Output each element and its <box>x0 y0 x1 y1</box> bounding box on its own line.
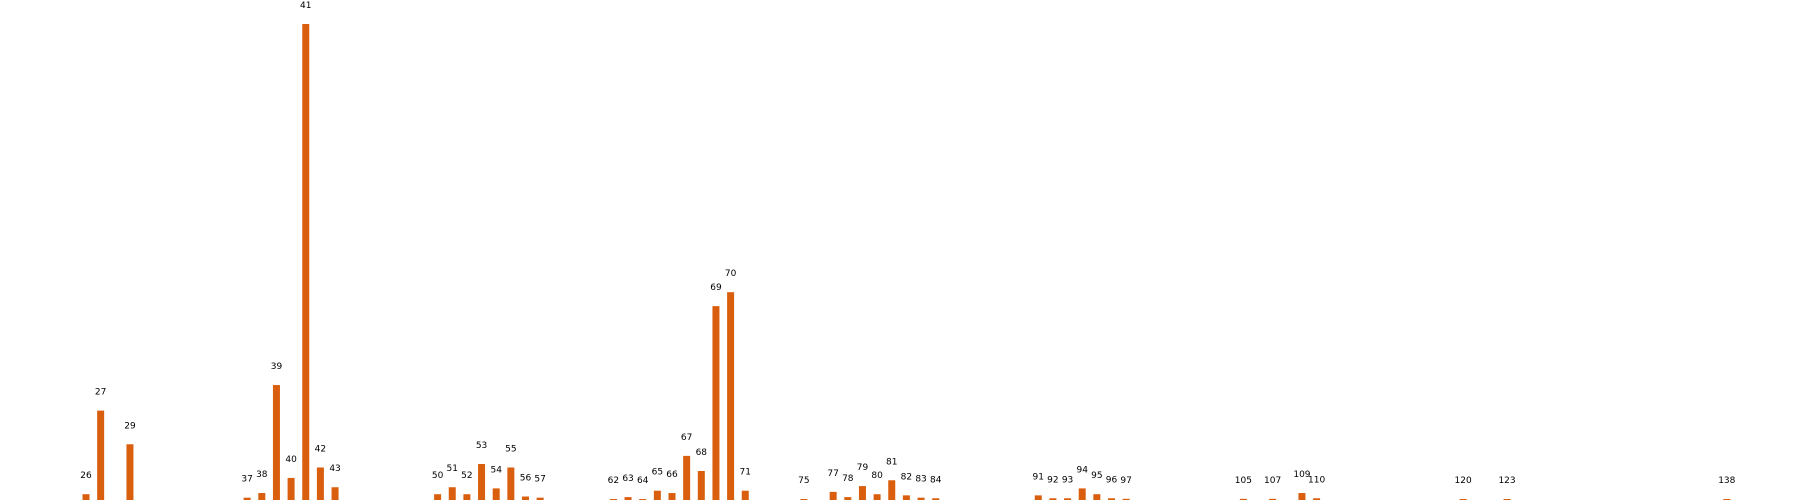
bar-54 <box>492 488 500 500</box>
bar-label-52: 52 <box>461 471 472 481</box>
bar-26 <box>82 494 90 500</box>
bar-68 <box>697 470 705 500</box>
bar-label-68: 68 <box>696 448 708 458</box>
bar-57 <box>536 497 544 500</box>
bar-label-69: 69 <box>710 283 722 293</box>
bar-label-53: 53 <box>476 441 487 451</box>
bar-78 <box>844 497 852 500</box>
bar-label-83: 83 <box>915 475 926 485</box>
bar-53 <box>478 464 486 500</box>
bar-38 <box>258 493 266 500</box>
bar-67 <box>683 455 691 500</box>
bar-label-77: 77 <box>827 469 838 479</box>
bar-63 <box>624 497 632 500</box>
bar-label-81: 81 <box>886 457 897 467</box>
bar-label-29: 29 <box>124 421 136 431</box>
bar-label-71: 71 <box>740 468 751 478</box>
bar-50 <box>434 494 442 500</box>
bar-label-123: 123 <box>1498 476 1515 486</box>
bar-94 <box>1078 488 1086 500</box>
bar-109 <box>1298 493 1306 500</box>
bar-84 <box>932 498 940 500</box>
bar-label-56: 56 <box>520 474 532 484</box>
bar-label-62: 62 <box>608 476 619 486</box>
bar-label-54: 54 <box>490 465 502 475</box>
bar-label-50: 50 <box>432 471 444 481</box>
bar-77 <box>829 491 837 500</box>
bar-label-27: 27 <box>95 388 106 398</box>
bar-label-110: 110 <box>1308 475 1325 485</box>
bar-82 <box>902 495 910 500</box>
bar-81 <box>888 480 896 500</box>
bar-label-78: 78 <box>842 474 854 484</box>
bar-37 <box>243 497 251 500</box>
bar-83 <box>917 497 925 500</box>
bar-label-105: 105 <box>1235 476 1252 486</box>
bar-79 <box>858 486 866 500</box>
bar-105 <box>1239 498 1247 500</box>
bar-label-67: 67 <box>681 433 692 443</box>
bar-label-40: 40 <box>285 455 297 465</box>
bar-label-64: 64 <box>637 476 649 486</box>
bar-label-75: 75 <box>798 476 809 486</box>
bar-93 <box>1064 498 1072 500</box>
bar-69 <box>712 306 720 500</box>
bar-label-42: 42 <box>315 444 326 454</box>
bar-label-51: 51 <box>447 464 458 474</box>
bar-label-80: 80 <box>871 471 883 481</box>
bar-label-93: 93 <box>1062 475 1073 485</box>
bar-65 <box>653 490 661 500</box>
bar-27 <box>97 410 105 500</box>
bar-29 <box>126 444 134 500</box>
bar-42 <box>316 467 324 500</box>
bar-97 <box>1122 498 1130 500</box>
bar-55 <box>507 467 515 500</box>
bar-label-57: 57 <box>534 475 545 485</box>
bar-label-79: 79 <box>857 463 869 473</box>
bar-92 <box>1049 498 1057 500</box>
bar-label-38: 38 <box>256 470 268 480</box>
bar-110 <box>1313 498 1321 500</box>
bar-56 <box>522 496 529 500</box>
bar-label-82: 82 <box>901 472 912 482</box>
bar-107 <box>1269 498 1277 500</box>
bar-label-138: 138 <box>1718 476 1735 486</box>
bar-label-96: 96 <box>1106 475 1118 485</box>
bar-label-92: 92 <box>1047 475 1058 485</box>
bar-66 <box>668 493 676 500</box>
bar-label-95: 95 <box>1091 471 1102 481</box>
bar-label-41: 41 <box>300 1 311 11</box>
bar-label-94: 94 <box>1076 465 1088 475</box>
bar-label-26: 26 <box>80 471 92 481</box>
bar-label-55: 55 <box>505 444 516 454</box>
bar-95 <box>1093 494 1101 500</box>
bar-label-65: 65 <box>652 468 663 478</box>
bar-label-63: 63 <box>622 474 633 484</box>
bar-39 <box>272 385 280 500</box>
bar-label-91: 91 <box>1033 472 1044 482</box>
bar-41 <box>302 24 310 500</box>
bar-label-66: 66 <box>666 470 678 480</box>
bar-96 <box>1108 498 1115 500</box>
bar-80 <box>873 494 881 500</box>
bar-label-107: 107 <box>1264 476 1281 486</box>
bar-52 <box>463 494 471 500</box>
bar-label-39: 39 <box>271 362 283 372</box>
bar-label-43: 43 <box>329 464 340 474</box>
bar-label-84: 84 <box>930 475 942 485</box>
bar-label-109: 109 <box>1293 470 1310 480</box>
bar-43 <box>331 487 339 500</box>
bar-label-70: 70 <box>725 269 737 279</box>
bar-label-120: 120 <box>1455 476 1472 486</box>
bar-70 <box>727 292 735 500</box>
bar-label-97: 97 <box>1120 476 1131 486</box>
bar-label-37: 37 <box>241 475 252 485</box>
bar-40 <box>287 477 295 500</box>
bar-51 <box>448 487 456 500</box>
bar-71 <box>741 490 749 500</box>
bar-91 <box>1034 495 1042 500</box>
